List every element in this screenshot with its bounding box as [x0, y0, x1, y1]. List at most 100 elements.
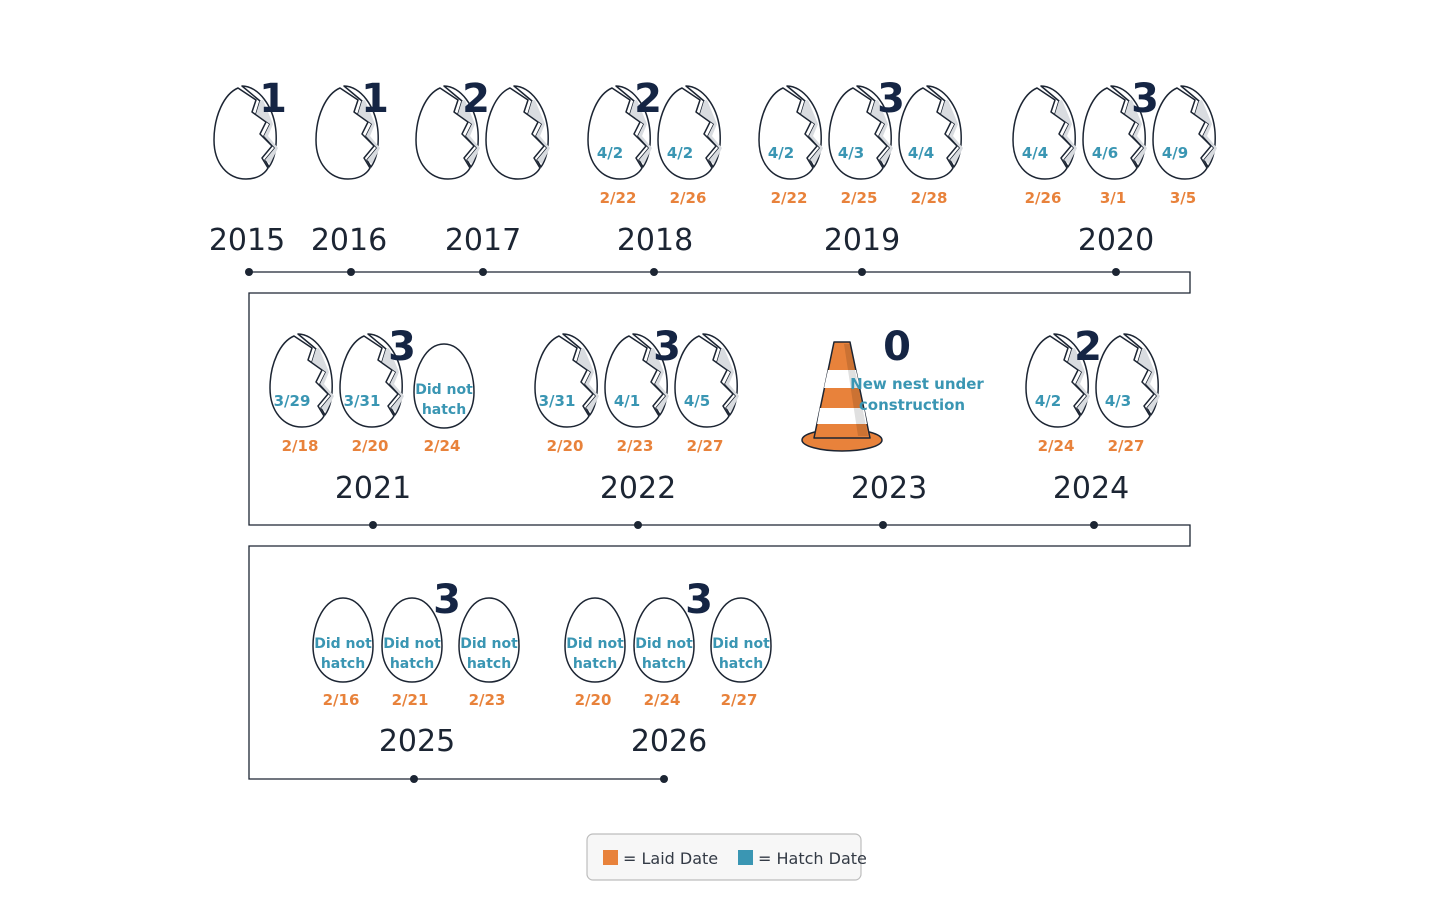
hatched-egg-icon: 3/31: [534, 333, 599, 428]
legend-laid-swatch: [603, 850, 618, 865]
laid-date-label: 3/1: [1100, 189, 1126, 207]
year-label: 2026: [631, 724, 707, 759]
did-not-hatch-line2: hatch: [390, 656, 434, 672]
egg-count: 2: [462, 76, 490, 122]
did-not-hatch-line2: hatch: [467, 656, 511, 672]
unhatched-egg-icon: Did not hatch: [312, 597, 374, 683]
laid-date-label: 2/20: [575, 691, 612, 709]
laid-date-label: 2/26: [670, 189, 707, 207]
egg-count: 2: [1074, 324, 1102, 370]
hatch-date-label: 4/1: [614, 392, 640, 410]
unhatched-egg-icon: Did not hatch: [633, 597, 695, 683]
laid-date-label: 2/28: [911, 189, 948, 207]
laid-date-label: 2/27: [687, 437, 724, 455]
egg-count: 3: [1131, 76, 1159, 122]
hatched-egg-icon: 3/31: [339, 333, 404, 428]
hatch-date-label: 4/2: [768, 144, 794, 162]
year-label: 2025: [379, 724, 455, 759]
hatch-date-label: 4/2: [1035, 392, 1061, 410]
laid-date-label: 2/20: [547, 437, 584, 455]
hatch-date-label: 4/6: [1092, 144, 1118, 162]
hatch-date-label: 4/9: [1162, 144, 1188, 162]
year-label: 2019: [824, 223, 900, 258]
egg-count: 3: [685, 577, 713, 623]
legend-hatch-label: = Hatch Date: [758, 849, 867, 868]
hatched-egg-icon: [485, 85, 550, 180]
legend: = Laid Date = Hatch Date: [586, 833, 867, 881]
year-group-2016: 1 2016: [311, 76, 389, 276]
laid-date-label: 2/23: [469, 691, 506, 709]
unhatched-egg-icon: Did not hatch: [564, 597, 626, 683]
year-label: 2024: [1053, 471, 1129, 506]
laid-date-label: 2/20: [352, 437, 389, 455]
egg-count: 3: [877, 76, 905, 122]
laid-date-label: 2/21: [392, 691, 429, 709]
year-group-2026: Did not hatch 2/20 Did not hatch 2/24 Did not h…: [564, 577, 772, 783]
hatch-date-label: 4/4: [1022, 144, 1048, 162]
did-not-hatch-line2: hatch: [573, 656, 617, 672]
hatched-egg-icon: 4/2: [1025, 333, 1090, 428]
year-label: 2017: [445, 223, 521, 258]
hatched-egg-icon: 4/4: [898, 85, 963, 180]
year-label: 2021: [335, 471, 411, 506]
nest-note-line2: construction: [859, 396, 965, 414]
hatched-egg-icon: 4/2: [657, 85, 722, 180]
timeline-dot: [650, 268, 658, 276]
laid-date-label: 2/25: [841, 189, 878, 207]
laid-date-label: 2/27: [1108, 437, 1145, 455]
did-not-hatch-line1: Did not: [415, 382, 473, 398]
unhatched-egg-icon: Did not hatch: [458, 597, 520, 683]
year-group-2023: New nest under construction 0 2023: [801, 324, 984, 529]
unhatched-egg-icon: Did not hatch: [710, 597, 772, 683]
hatched-egg-icon: [315, 85, 380, 180]
laid-date-label: 2/24: [1038, 437, 1075, 455]
year-label: 2022: [600, 471, 676, 506]
laid-date-label: 2/22: [600, 189, 637, 207]
timeline-dot: [879, 521, 887, 529]
egg-count: 3: [653, 324, 681, 370]
hatched-egg-icon: 4/3: [828, 85, 893, 180]
hatched-egg-icon: 4/4: [1012, 85, 1077, 180]
laid-date-label: 3/5: [1170, 189, 1196, 207]
did-not-hatch-line2: hatch: [321, 656, 365, 672]
unhatched-egg-icon: Did not hatch: [381, 597, 443, 683]
year-groups: 1 2015 1 2016 2 2017 4/2 2/22 4/2 2/26 2 2018 4/2 2/2…: [209, 76, 1217, 783]
timeline-dot: [369, 521, 377, 529]
year-label: 2015: [209, 223, 285, 258]
year-label: 2016: [311, 223, 387, 258]
legend-box: [586, 833, 862, 881]
year-group-2024: 4/2 2/24 4/3 2/27 2 2024: [1025, 324, 1160, 529]
hatch-date-label: 4/2: [667, 144, 693, 162]
did-not-hatch-line2: hatch: [422, 402, 466, 418]
hatched-egg-icon: 4/2: [587, 85, 652, 180]
hatched-egg-icon: 4/3: [1095, 333, 1160, 428]
nest-note-line1: New nest under: [850, 375, 984, 393]
timeline-dot: [634, 521, 642, 529]
laid-date-label: 2/24: [424, 437, 461, 455]
legend-laid-label: = Laid Date: [623, 849, 718, 868]
hatch-date-label: 3/31: [344, 392, 381, 410]
hatched-egg-icon: 3/29: [269, 333, 334, 428]
hatch-date-label: 4/4: [908, 144, 934, 162]
timeline-dot: [245, 268, 253, 276]
timeline-dot: [347, 268, 355, 276]
timeline-dot: [660, 775, 668, 783]
did-not-hatch-line1: Did not: [635, 636, 693, 652]
year-group-2018: 4/2 2/22 4/2 2/26 2 2018: [587, 76, 722, 276]
egg-count: 2: [634, 76, 662, 122]
did-not-hatch-line1: Did not: [566, 636, 624, 652]
did-not-hatch-line1: Did not: [383, 636, 441, 652]
laid-date-label: 2/24: [644, 691, 681, 709]
egg-count: 3: [433, 577, 461, 623]
egg-count: 3: [388, 324, 416, 370]
timeline-dot: [410, 775, 418, 783]
year-group-2019: 4/2 2/22 4/3 2/25 4/4 2/28 3 2019: [758, 76, 963, 276]
year-group-2022: 3/31 2/20 4/1 2/23 4/5 2/27 3 2022: [534, 324, 739, 529]
egg-count: 1: [361, 76, 389, 122]
year-group-2020: 4/4 2/26 4/6 3/1 4/9 3/5 3 2020: [1012, 76, 1217, 276]
timeline-dot: [858, 268, 866, 276]
year-group-2025: Did not hatch 2/16 Did not hatch 2/21 Did not h…: [312, 577, 520, 783]
hatch-date-label: 4/5: [684, 392, 710, 410]
hatched-egg-icon: [213, 85, 278, 180]
